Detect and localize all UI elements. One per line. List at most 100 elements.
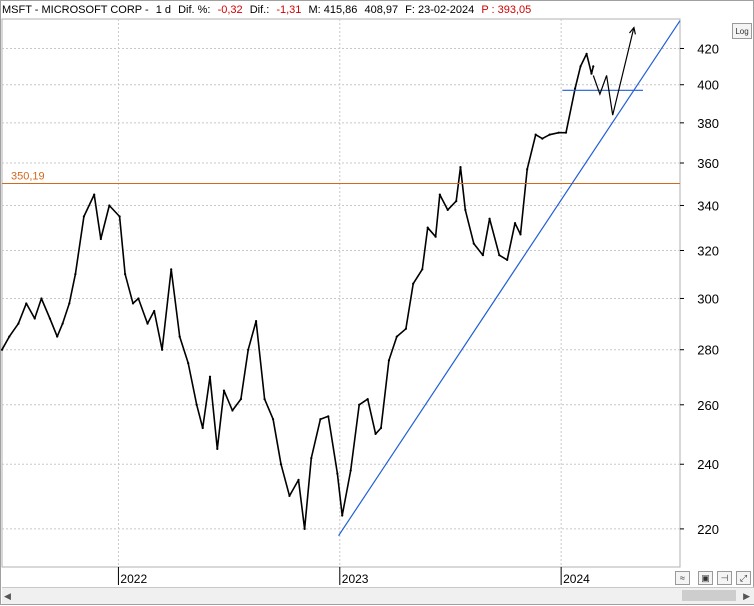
price-point (118, 215, 121, 218)
price-point (279, 463, 283, 466)
price-point (438, 193, 441, 196)
align-icon[interactable]: ⊣ (717, 571, 732, 585)
price-point (464, 208, 467, 211)
price-point (288, 494, 291, 497)
y-tick-label: 420 (697, 41, 719, 56)
price-point (327, 415, 330, 418)
price-point (17, 322, 20, 325)
price-point (48, 317, 52, 320)
price-point (526, 168, 529, 171)
price-point (374, 432, 377, 436)
price-point (25, 302, 28, 305)
scroll-right-icon[interactable]: ▶ (743, 591, 750, 601)
price-point (379, 426, 383, 430)
price-series (1, 52, 595, 530)
price-point (93, 193, 96, 196)
price-point (82, 215, 85, 218)
price-point (263, 397, 266, 401)
resistance-label: 350,19 (11, 171, 45, 183)
price-point (124, 273, 127, 276)
price-point (74, 273, 77, 276)
price-point (498, 254, 501, 257)
price-point (137, 297, 140, 300)
price-point (40, 297, 43, 300)
price-point (421, 268, 424, 271)
price-point (319, 418, 322, 421)
price-line (1, 52, 595, 530)
y-tick-label: 340 (697, 198, 719, 213)
y-tick-label: 280 (697, 343, 719, 358)
price-point (195, 403, 198, 406)
price-point (336, 472, 339, 475)
price-point (231, 409, 234, 412)
projection-arrowhead (629, 26, 636, 35)
save-icon[interactable]: ▣ (698, 571, 713, 585)
price-point (366, 397, 369, 401)
price-point (455, 200, 458, 203)
price-point (187, 362, 190, 365)
price-point (170, 268, 173, 271)
y-tick-label: 320 (697, 244, 719, 259)
dif-label: Dif.: (249, 4, 270, 16)
price-point (488, 217, 491, 220)
scale-icon[interactable]: ≈ (675, 571, 690, 585)
price-point (573, 87, 577, 90)
price-point (1, 348, 4, 351)
price-point (349, 469, 352, 472)
price-point (131, 302, 135, 305)
price-point (297, 478, 300, 481)
m-label: M: 415,86 (308, 4, 358, 16)
price-point (208, 375, 212, 378)
x-tick-label: 2022 (120, 572, 147, 586)
price-point (548, 133, 551, 136)
price-point (481, 254, 485, 257)
y-tick-label: 260 (697, 398, 719, 413)
price-point (395, 335, 398, 338)
grid-layer (2, 19, 680, 567)
price-point (222, 389, 226, 392)
y-tick-label: 360 (697, 156, 719, 171)
price-point (68, 302, 71, 305)
scroll-thumb[interactable] (682, 590, 736, 601)
price-point (585, 52, 588, 55)
y-tick-label: 220 (697, 522, 719, 537)
log-scale-button[interactable]: Log (732, 23, 752, 39)
price-point (99, 237, 102, 241)
price-point (590, 72, 593, 75)
price-point (557, 131, 560, 134)
price-point (56, 335, 59, 338)
dif-pct-value: -0,32 (217, 4, 243, 16)
price-point (426, 226, 429, 229)
price-point (541, 137, 544, 140)
price-point (61, 322, 64, 325)
price-point (33, 317, 36, 320)
expand-icon[interactable]: ⤢ (736, 571, 751, 585)
price-point (513, 222, 517, 225)
scroll-left-icon[interactable]: ◀ (4, 591, 11, 601)
price-point (161, 348, 164, 351)
plot-area (1, 18, 681, 568)
price-point (247, 348, 250, 351)
y-tick-label: 240 (697, 457, 719, 472)
price-point (153, 309, 156, 313)
drawing-layer[interactable]: 350,19 (2, 20, 681, 537)
horizontal-scrollbar[interactable]: ◀ ▶ (2, 587, 754, 604)
dif-pct-label: Dif. %: (178, 4, 211, 16)
price-point (146, 322, 149, 325)
price-point (534, 133, 537, 136)
price-point (459, 166, 462, 169)
price-point (472, 242, 475, 245)
price-point (108, 204, 111, 207)
x-tick-label: 2024 (563, 572, 590, 586)
price-point (216, 447, 219, 451)
dif-value: -1,31 (276, 4, 302, 16)
price-point (506, 258, 509, 261)
price-point (579, 65, 582, 68)
f-label: F: 23-02-2024 (405, 4, 475, 16)
interval-label: 1 d (155, 4, 172, 16)
price-point (201, 426, 204, 430)
price-point (446, 208, 449, 211)
chart-header: MSFT - MICROSOFT CORP - 1 d Dif. %: -0,3… (2, 2, 683, 18)
price-point (239, 397, 243, 401)
